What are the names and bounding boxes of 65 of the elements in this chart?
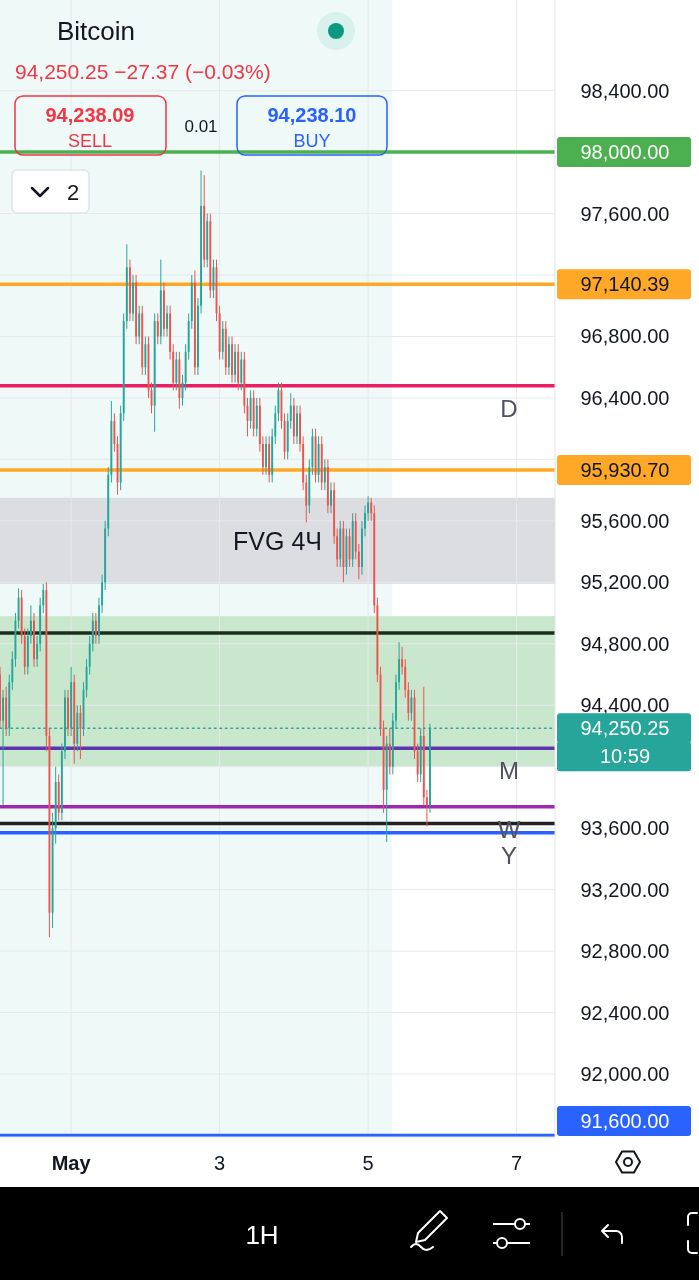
- candlestick: [113, 412, 116, 453]
- y-tick-label: 95,600.00: [580, 509, 670, 532]
- annotation: 94,238.10: [267, 104, 357, 126]
- x-tick-label: 7: [511, 1152, 523, 1174]
- text: Bitcoin: [57, 16, 136, 46]
- y-tick-label: 94,800.00: [580, 632, 670, 655]
- candlestick: [227, 335, 230, 376]
- ref-line-label: 95,930.70: [580, 459, 670, 482]
- candlestick: [330, 481, 332, 514]
- candlestick: [410, 689, 413, 722]
- y-tick-label: 92,800.00: [580, 940, 670, 963]
- candlestick: [163, 282, 165, 337]
- candlestick: [265, 435, 267, 476]
- x-tick-label: 3: [214, 1152, 226, 1174]
- candlestick: [221, 320, 224, 361]
- y-tick-label: 93,600.00: [580, 817, 670, 840]
- annotation: Y: [500, 841, 518, 869]
- annotation: BUY: [293, 131, 331, 151]
- candlestick: [240, 351, 243, 391]
- y-tick-label: 96,400.00: [580, 386, 670, 409]
- band-label: FVG 4Ч: [233, 526, 322, 555]
- candlestick: [234, 343, 237, 384]
- ref-line-label: 91,600.00: [580, 1110, 670, 1132]
- x-tick-label: May: [51, 1152, 92, 1174]
- candlestick: [156, 312, 159, 345]
- annotation: 2: [66, 180, 80, 205]
- annotation: 0.01: [184, 117, 218, 136]
- candlestick: [144, 335, 147, 376]
- text: 10:59: [599, 745, 651, 768]
- candlestick: [231, 335, 233, 384]
- annotation: D: [500, 394, 518, 422]
- annotation: 94,238.09: [45, 104, 135, 126]
- annotation: M: [499, 757, 519, 785]
- ref-line-label: 98,000.00: [580, 141, 670, 164]
- y-tick-label: 92,400.00: [580, 1001, 670, 1024]
- annotation: SELL: [67, 131, 113, 151]
- candlestick: [249, 389, 252, 430]
- candlestick: [255, 397, 258, 437]
- ref-line-label: 97,140.39: [580, 273, 670, 296]
- y-tick-label: 97,600.00: [580, 202, 670, 225]
- candlestick: [79, 704, 82, 760]
- candlestick: [296, 405, 298, 445]
- candlestick: [416, 743, 419, 783]
- y-tick-label: 95,200.00: [580, 571, 670, 594]
- ref-line-label: 94,250.25: [580, 717, 670, 740]
- candlestick: [67, 689, 69, 737]
- candlestick: [388, 727, 391, 775]
- candlestick: [128, 259, 131, 322]
- y-tick-label: 94,400.00: [580, 694, 670, 717]
- text: 94,250.25 −27.37 (−0.03%): [15, 60, 271, 83]
- candlestick: [94, 612, 97, 645]
- y-tick-label: 93,200.00: [580, 878, 670, 901]
- y-tick-label: 92,000.00: [580, 1063, 670, 1085]
- text: 1H: [245, 1220, 279, 1250]
- candlestick: [132, 274, 134, 322]
- candlestick: [166, 305, 168, 337]
- candlestick: [175, 351, 178, 391]
- y-tick-label: 98,400.00: [580, 79, 670, 102]
- candlestick: [323, 458, 326, 491]
- candlestick: [138, 305, 141, 345]
- candlestick: [17, 587, 20, 629]
- x-tick-label: 5: [362, 1152, 374, 1174]
- y-tick-label: 96,800.00: [580, 325, 670, 348]
- candlestick: [33, 612, 35, 668]
- candlestick: [348, 528, 351, 568]
